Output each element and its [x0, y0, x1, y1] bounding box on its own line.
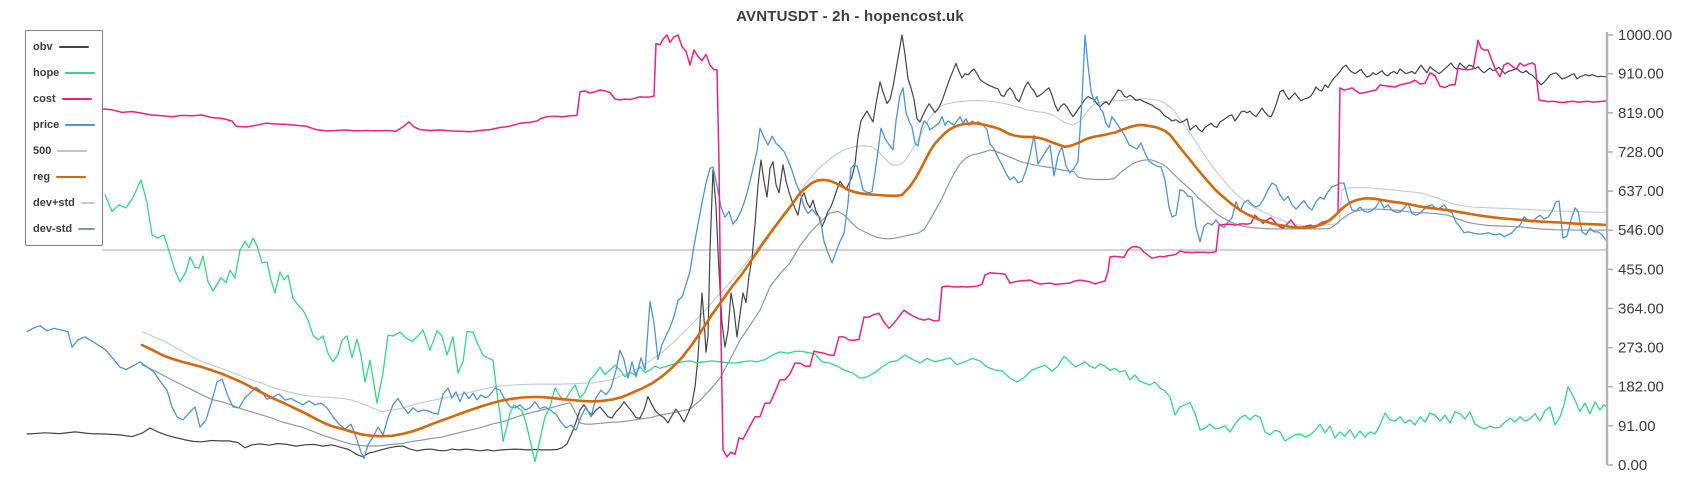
series-line-cost: [102, 34, 1608, 458]
series-line-dev-std: [141, 98, 1608, 413]
legend-item-hope: hope: [33, 67, 95, 79]
legend-item-label: reg: [33, 171, 51, 183]
y-axis-tick-label: 182.00: [1618, 379, 1664, 396]
series-line-obv: [26, 34, 1608, 458]
legend-item-cost: cost: [33, 93, 95, 105]
y-axis-tick-label: 637.00: [1618, 183, 1664, 200]
legend-item-label: 500: [33, 145, 52, 157]
chart-title: AVNTUSDT - 2h - hopencost.uk: [736, 8, 964, 25]
y-axis-tick-label: 455.00: [1618, 261, 1664, 278]
legend-item-label: dev-std: [33, 223, 73, 235]
legend-item-dev-std: dev-std: [33, 223, 95, 235]
legend: obv hope cost price 500 reg dev+std dev-std: [25, 30, 103, 246]
legend-item-label: obv: [33, 41, 53, 53]
legend-line-swatch-icon: [61, 98, 92, 100]
y-axis-tick-label: 364.00: [1618, 300, 1664, 317]
legend-line-swatch-icon: [56, 176, 87, 178]
legend-line-swatch-icon: [57, 150, 88, 152]
legend-item-obv: obv: [33, 41, 95, 53]
y-axis-tick-label: 273.00: [1618, 340, 1664, 357]
y-axis-tick-label: 819.00: [1618, 105, 1664, 122]
legend-item-500: 500: [33, 145, 95, 157]
y-axis-tick-label: 91.00: [1618, 418, 1656, 435]
series-line-hope: [104, 179, 1608, 463]
legend-item-dev-std: dev+std: [33, 197, 95, 209]
legend-item-price: price: [33, 119, 95, 131]
legend-line-swatch-icon: [65, 124, 95, 126]
legend-item-reg: reg: [33, 171, 95, 183]
legend-item-label: hope: [33, 67, 60, 79]
legend-line-swatch-icon: [65, 72, 95, 74]
y-axis-tick-label: 910.00: [1618, 66, 1664, 83]
series-line-price: [26, 34, 1607, 460]
y-axis-tick-label: 1000.00: [1618, 27, 1672, 44]
legend-item-label: dev+std: [33, 197, 75, 209]
series-line-reg: [140, 121, 1609, 438]
legend-item-label: cost: [33, 93, 56, 105]
y-axis-tick-label: 546.00: [1618, 222, 1664, 239]
legend-line-swatch-icon: [78, 228, 95, 230]
legend-item-label: price: [33, 119, 60, 131]
y-axis-tick-label: 0.00: [1618, 457, 1647, 474]
legend-line-swatch-icon: [58, 46, 89, 48]
series-line-dev-std: [141, 149, 1608, 447]
y-axis-tick-label: 728.00: [1618, 144, 1664, 161]
legend-line-swatch-icon: [80, 202, 95, 204]
